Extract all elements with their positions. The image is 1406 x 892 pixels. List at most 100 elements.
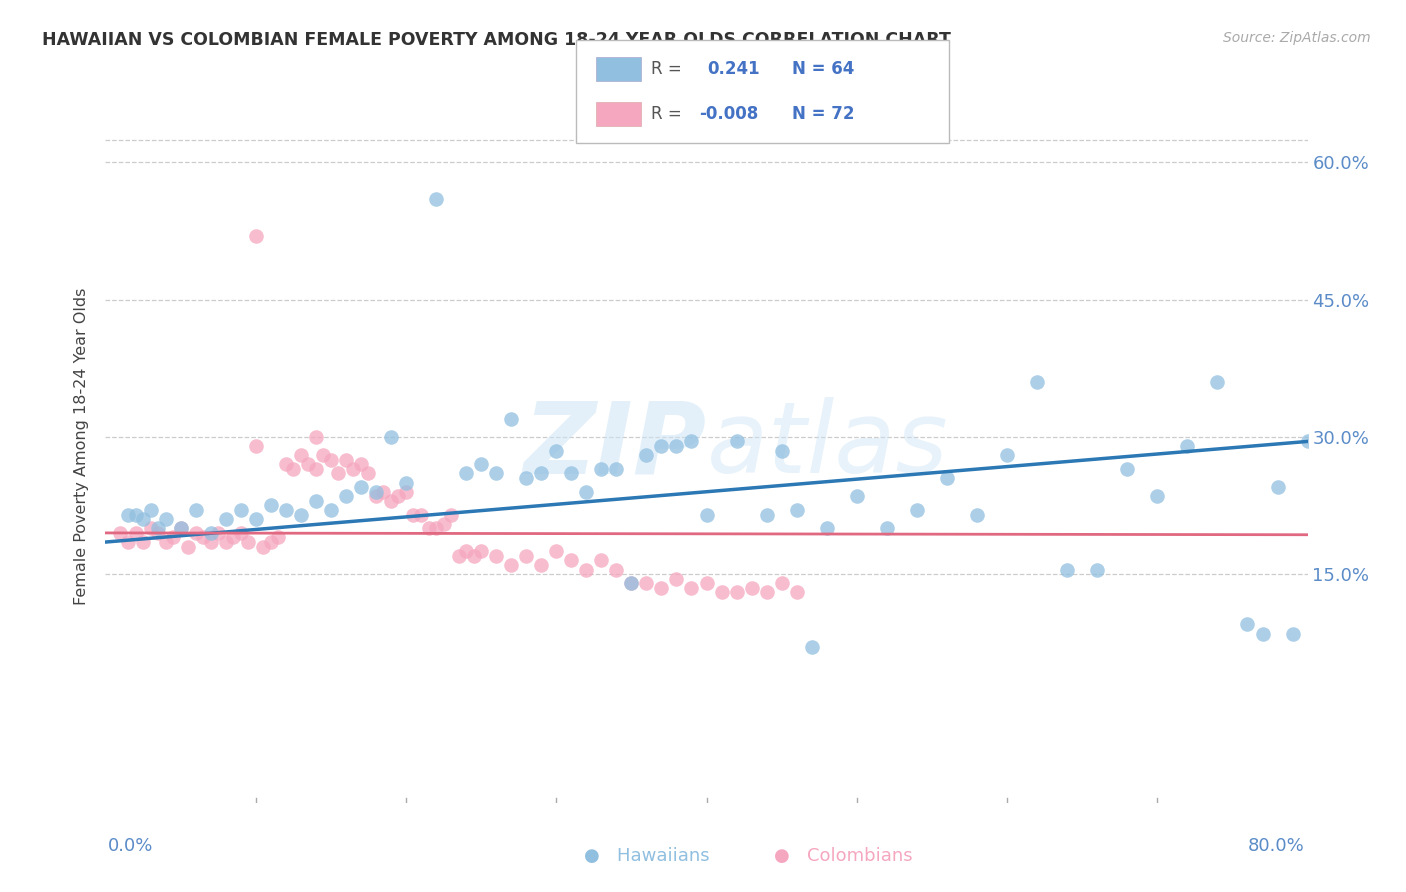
Point (463, 549, 485, 563)
Point (245, 228, 267, 243)
Point (1206, 375, 1229, 389)
Text: 0.0%: 0.0% (108, 837, 153, 855)
Point (260, 535, 283, 549)
Point (1146, 489, 1168, 503)
Point (786, 503, 808, 517)
Point (132, 535, 155, 549)
Point (515, 549, 537, 563)
Point (1116, 462, 1139, 476)
Point (169, 521, 191, 535)
Point (560, 467, 582, 481)
Point (155, 535, 177, 549)
Point (319, 503, 342, 517)
Text: N = 72: N = 72 (792, 105, 853, 123)
Point (305, 462, 328, 476)
Point (387, 489, 409, 503)
Point (665, 439, 688, 453)
Point (591, 553, 613, 567)
Point (560, 553, 582, 567)
Point (305, 494, 328, 508)
Point (267, 531, 290, 545)
Point (364, 489, 387, 503)
Text: HAWAIIAN VS COLOMBIAN FEMALE POVERTY AMONG 18-24 YEAR OLDS CORRELATION CHART: HAWAIIAN VS COLOMBIAN FEMALE POVERTY AMO… (42, 31, 950, 49)
Point (274, 503, 297, 517)
Point (425, 521, 447, 535)
Point (260, 499, 283, 513)
Point (177, 540, 200, 554)
Point (470, 544, 492, 558)
Point (485, 467, 508, 481)
Text: N = 64: N = 64 (792, 60, 853, 78)
Point (665, 572, 688, 586)
Point (546, 544, 568, 558)
Point (380, 430, 402, 444)
Point (636, 448, 658, 462)
Point (132, 512, 155, 526)
Point (755, 585, 778, 599)
Point (936, 471, 959, 485)
Point (515, 471, 537, 485)
Point (454, 544, 477, 558)
Point (650, 581, 672, 595)
Point (335, 489, 357, 503)
Point (681, 434, 703, 449)
Point (139, 521, 162, 535)
Text: R =: R = (651, 105, 682, 123)
Point (245, 512, 267, 526)
Point (191, 531, 214, 545)
Point (432, 516, 454, 531)
Point (395, 484, 418, 499)
Point (184, 525, 207, 540)
Point (305, 430, 328, 444)
Point (546, 443, 568, 458)
Point (530, 467, 553, 481)
Point (124, 525, 146, 540)
Point (342, 462, 364, 476)
Point (319, 452, 342, 467)
Point (485, 549, 508, 563)
Point (1281, 626, 1303, 640)
Point (845, 489, 868, 503)
Point (373, 484, 395, 499)
Point (1056, 562, 1078, 576)
Point (725, 585, 748, 599)
Point (146, 521, 169, 535)
Point (312, 448, 335, 462)
Point (110, 525, 132, 540)
Text: ●   Colombians: ● Colombians (775, 847, 912, 865)
Point (1026, 375, 1049, 389)
Point (1085, 562, 1108, 576)
Point (418, 521, 440, 535)
Point (184, 503, 207, 517)
Text: atlas: atlas (707, 398, 948, 494)
Text: -0.008: -0.008 (699, 105, 758, 123)
Point (1267, 480, 1289, 494)
Point (222, 531, 245, 545)
Text: R =: R = (651, 60, 682, 78)
Point (501, 411, 523, 425)
Point (290, 448, 312, 462)
Point (124, 508, 146, 522)
Text: 80.0%: 80.0% (1249, 837, 1305, 855)
Point (117, 508, 139, 522)
Point (155, 512, 177, 526)
Point (786, 585, 808, 599)
Point (214, 535, 236, 549)
Point (470, 458, 492, 472)
Point (200, 535, 222, 549)
Point (252, 540, 274, 554)
Point (696, 576, 718, 591)
Point (357, 467, 380, 481)
Point (169, 521, 191, 535)
Point (146, 525, 169, 540)
Point (1236, 617, 1258, 632)
Point (995, 448, 1018, 462)
Point (636, 576, 658, 591)
Point (876, 521, 898, 535)
Point (591, 462, 613, 476)
Point (350, 458, 373, 472)
Text: Source: ZipAtlas.com: Source: ZipAtlas.com (1223, 31, 1371, 45)
Point (440, 508, 463, 522)
Point (274, 458, 297, 472)
Point (229, 503, 252, 517)
